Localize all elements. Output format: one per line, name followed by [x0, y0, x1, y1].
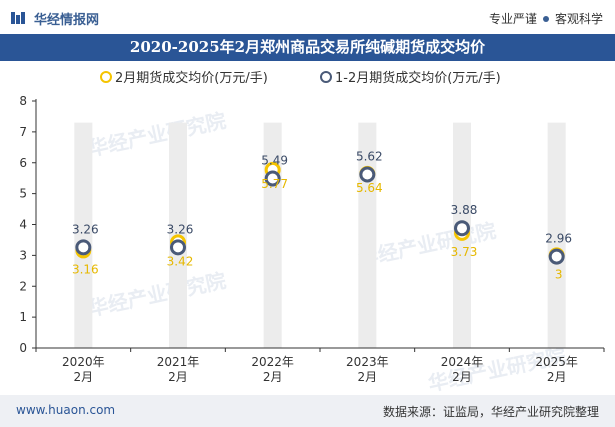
data-label-jan-feb: 2.96 [545, 232, 572, 246]
top-bar: 华经情报网 专业严谨 客观科学 [0, 0, 615, 34]
y-tick-label: 1 [19, 310, 27, 324]
y-tick-label: 6 [19, 156, 27, 170]
column-band [547, 122, 566, 348]
legend-marker [100, 71, 112, 83]
y-tick-label: 4 [19, 218, 27, 232]
slogan-dot-icon [542, 16, 549, 22]
data-point-jan-feb [359, 166, 376, 183]
data-label-feb: 3 [555, 267, 563, 281]
data-label-jan-feb: 5.49 [261, 153, 288, 167]
legend-label: 2月期货成交均价(万元/手) [115, 70, 268, 86]
data-label-feb: 3.42 [167, 254, 194, 268]
x-tick-label: 2月 [168, 370, 188, 384]
y-tick-label: 3 [19, 248, 27, 262]
chart: 华经产业研究院华经产业研究院华经产业研究院华经产业研究院012345678202… [19, 70, 605, 395]
data-label-jan-feb: 3.26 [167, 222, 194, 236]
x-tick-label: 2021年 [157, 355, 200, 369]
chart-title: 2020-2025年2月郑州商品交易所纯碱期货成交均价 [0, 34, 615, 61]
x-tick-label: 2024年 [441, 355, 484, 369]
slogan-left: 专业严谨 [488, 12, 537, 26]
y-tick-label: 7 [19, 125, 27, 139]
logo-icon [11, 12, 25, 24]
legend-marker [320, 71, 332, 83]
data-point-jan-feb [548, 248, 565, 265]
footer-source: 数据来源：证监局，华经产业研究院整理 [382, 405, 599, 419]
x-tick-label: 2月 [452, 370, 472, 384]
footer: www.huaon.com 数据来源：证监局，华经产业研究院整理 [0, 395, 615, 427]
x-tick-label: 2月 [74, 370, 94, 384]
x-tick-label: 2023年 [346, 355, 389, 369]
data-label-feb: 5.77 [261, 177, 288, 191]
data-point-jan-feb [454, 220, 470, 237]
data-point-jan-feb [170, 239, 186, 256]
slogan: 专业严谨 客观科学 [489, 10, 603, 27]
column-band [74, 122, 93, 348]
data-label-feb: 3.16 [72, 262, 99, 276]
x-tick-label: 2025年 [535, 355, 578, 369]
data-label-jan-feb: 3.88 [451, 203, 478, 217]
x-tick-label: 2020年 [62, 355, 105, 369]
watermark-text: 华经产业研究院 [86, 108, 228, 161]
data-point-jan-feb [75, 239, 92, 256]
slogan-right: 客观科学 [554, 12, 603, 26]
data-label-jan-feb: 5.62 [356, 149, 383, 163]
x-tick-label: 2月 [263, 370, 283, 384]
data-point-jan-feb [264, 170, 281, 187]
site-name: 华经情报网 [34, 13, 100, 28]
y-tick-label: 5 [19, 187, 27, 201]
legend-label: 1-2月期货成交均价(万元/手) [335, 70, 501, 86]
x-tick-label: 2月 [358, 370, 378, 384]
footer-website: www.huaon.com [16, 403, 116, 417]
x-tick-label: 2022年 [251, 355, 294, 369]
data-label-feb: 5.64 [356, 181, 383, 195]
x-tick-label: 2月 [547, 370, 567, 384]
data-label-jan-feb: 3.26 [72, 222, 99, 236]
watermark-text: 华经产业研究院 [86, 268, 228, 321]
data-label-feb: 3.73 [451, 245, 478, 259]
y-tick-label: 0 [19, 341, 27, 355]
y-tick-label: 2 [19, 279, 27, 293]
y-tick-label: 8 [19, 94, 27, 108]
